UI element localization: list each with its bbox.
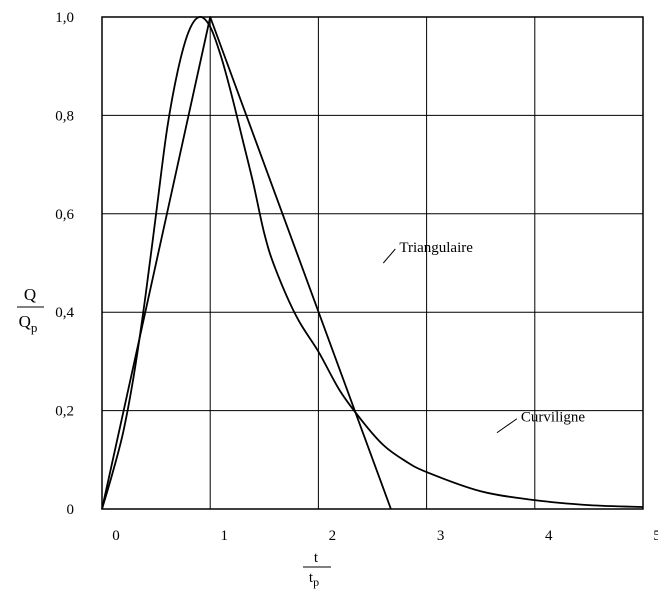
x-tick-label: 3 — [437, 528, 445, 544]
y-label-numerator: Q — [24, 285, 36, 304]
x-tick-label: 1 — [220, 528, 228, 544]
y-tick-label: 1,0 — [55, 10, 74, 26]
series-line-curviligne — [101, 16, 644, 510]
annotation-label: Curviligne — [521, 410, 586, 426]
plot-border — [101, 16, 644, 510]
y-tick-label: 0,6 — [55, 207, 74, 223]
y-tick-label: 0,8 — [55, 108, 74, 124]
x-label-numerator: t — [314, 550, 319, 566]
x-axis-label: t tp — [303, 550, 331, 589]
x-tick-label: 2 — [329, 528, 337, 544]
y-tick-label: 0 — [67, 502, 75, 518]
y-tick-label: 0,2 — [55, 404, 74, 420]
series-layer — [101, 16, 644, 510]
y-label-denominator: Qp — [19, 312, 38, 335]
annotation-leader — [496, 418, 518, 434]
series-line-triangulaire — [101, 16, 392, 510]
y-axis-label: Q Qp — [17, 285, 44, 335]
plot-frame — [101, 16, 644, 510]
annotations: Triangulaire Curviligne — [382, 240, 586, 434]
x-label-denominator: tp — [309, 570, 319, 589]
y-tick-label: 0,4 — [55, 305, 74, 321]
annotation-leader — [382, 248, 396, 264]
tick-labels: 0 1 2 3 4 5 0 0,2 0,4 0,6 0,8 1,0 — [55, 10, 658, 544]
annotation-label: Triangulaire — [399, 240, 473, 256]
x-tick-label: 5 — [653, 528, 658, 544]
grid-layer — [101, 16, 644, 510]
x-tick-label: 4 — [545, 528, 553, 544]
x-tick-label: 0 — [112, 528, 120, 544]
